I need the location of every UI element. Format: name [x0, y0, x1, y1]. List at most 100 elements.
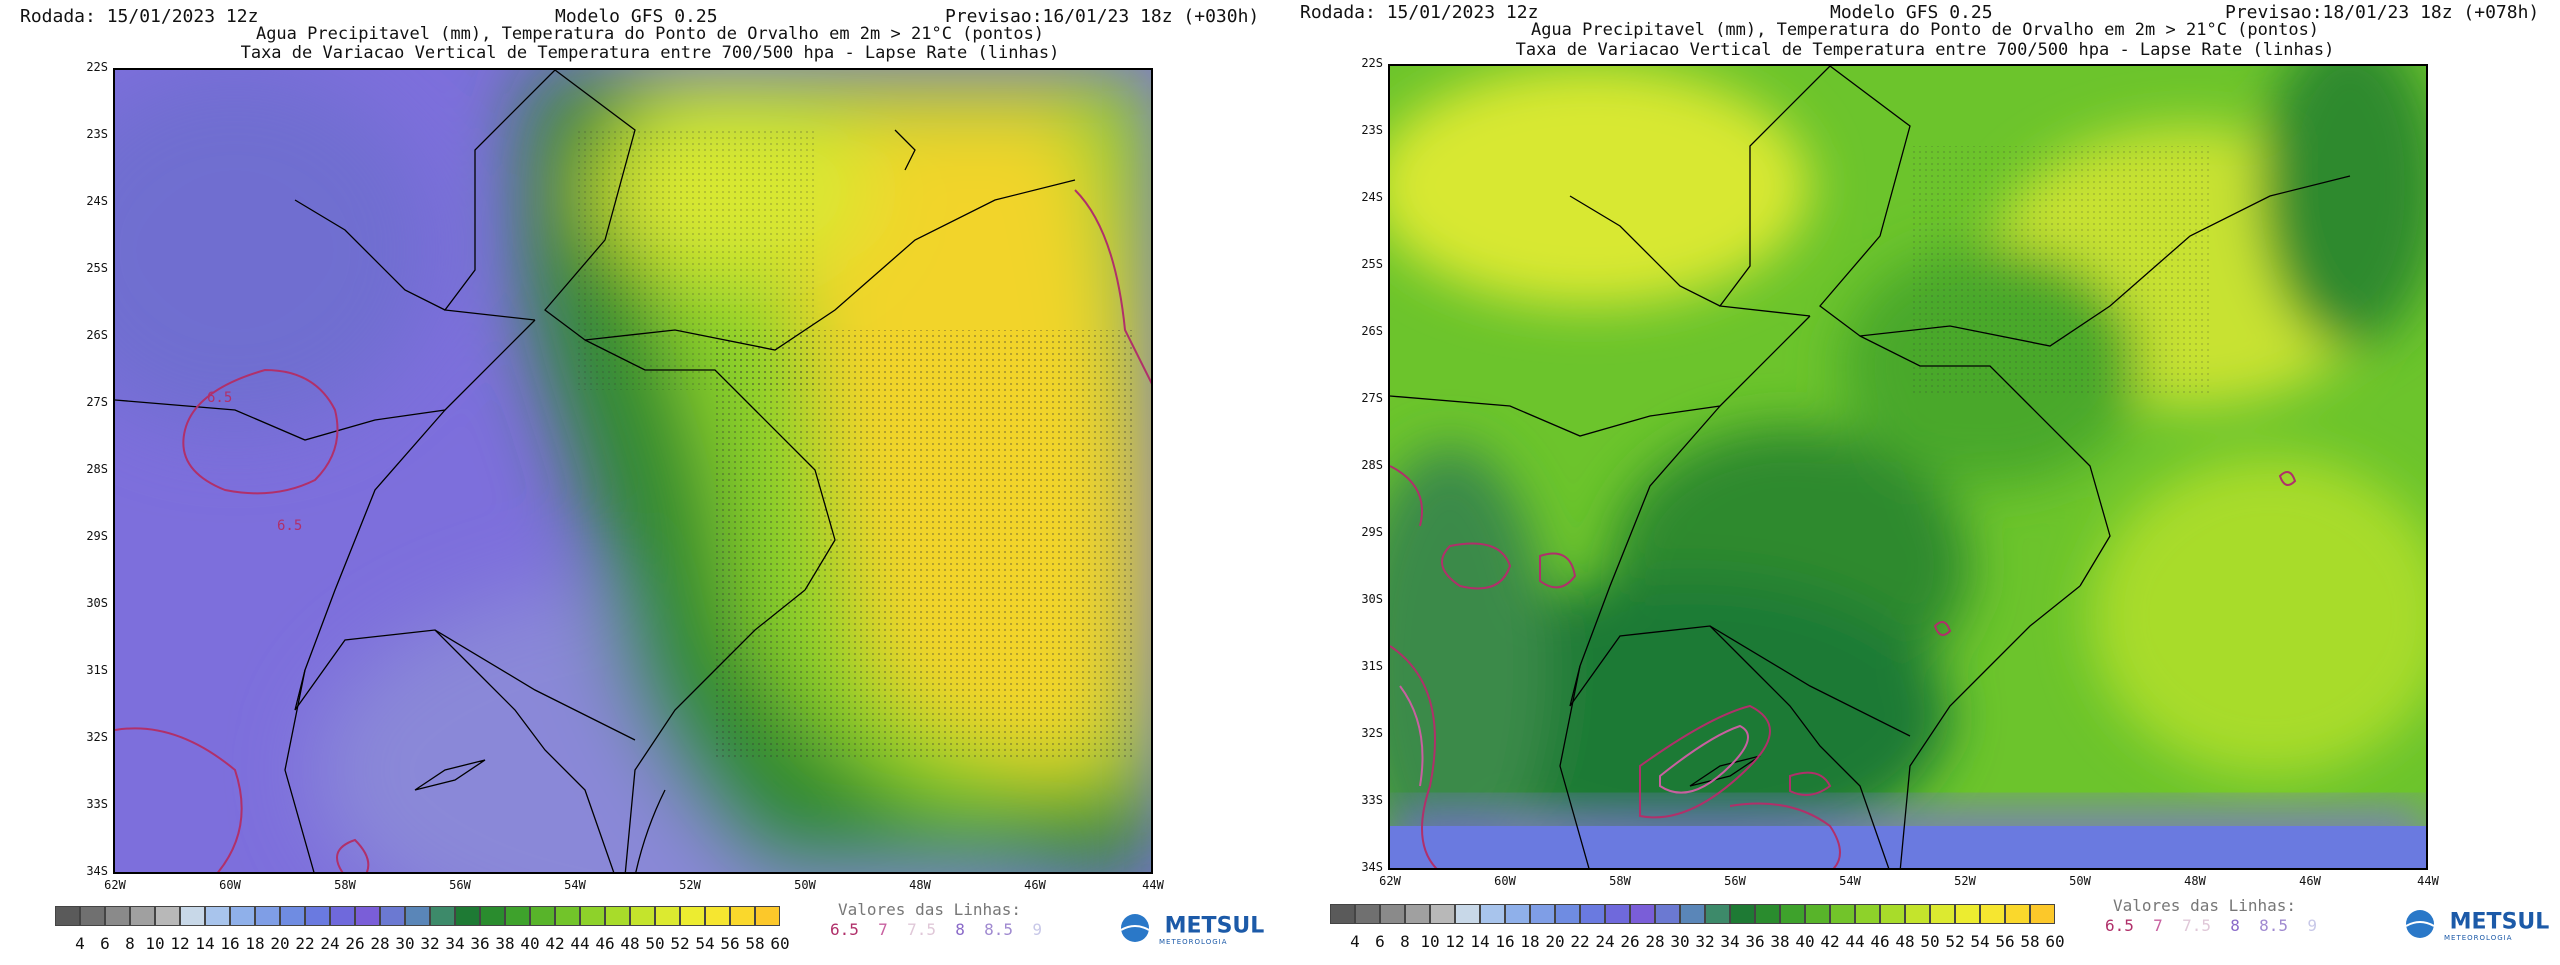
scale-label: 56 — [1995, 932, 2015, 951]
lat-label: 26S — [86, 328, 108, 342]
line-values: 6.5 7 7.5 8 8.5 9 — [2105, 916, 2317, 935]
scale-swatch — [1730, 904, 1755, 924]
lon-label: 46W — [2299, 874, 2321, 888]
scale-swatch — [1330, 904, 1355, 924]
scale-label: 18 — [1520, 932, 1540, 951]
scale-swatch — [1630, 904, 1655, 924]
scale-swatch — [230, 906, 255, 926]
lat-label: 22S — [86, 60, 108, 74]
scale-label: 10 — [1420, 932, 1440, 951]
scale-swatch — [2030, 904, 2055, 924]
scale-swatch — [1480, 904, 1505, 924]
rodada-label: Rodada: 15/01/2023 12z — [1300, 2, 1539, 23]
line-value: 9 — [1032, 920, 1042, 939]
subtitle-line-1: Agua Precipitavel (mm), Temperatura do P… — [255, 24, 1045, 44]
scale-swatch — [380, 906, 405, 926]
scale-swatch — [1505, 904, 1530, 924]
lat-label: 28S — [86, 462, 108, 476]
scale-swatch — [1605, 904, 1630, 924]
scale-swatch — [455, 906, 480, 926]
scale-label: 4 — [1350, 932, 1360, 951]
globe-icon — [2405, 910, 2435, 938]
metsul-logo: METSUL METEOROLOGIA — [1115, 912, 1264, 946]
scale-label: 52 — [670, 934, 690, 953]
forecast-panel-2: Rodada: 15/01/2023 12z Modelo GFS 0.25 P… — [1290, 0, 2560, 965]
scale-label: 6 — [100, 934, 110, 953]
scale-swatch — [1580, 904, 1605, 924]
scale-swatch — [655, 906, 680, 926]
lon-label: 58W — [334, 878, 356, 892]
lon-label: 52W — [1954, 874, 1976, 888]
scale-label: 52 — [1945, 932, 1965, 951]
subtitle-line-1: Agua Precipitavel (mm), Temperatura do P… — [1530, 20, 2320, 40]
scale-swatch — [1680, 904, 1705, 924]
lat-label: 24S — [86, 194, 108, 208]
line-value: 7.5 — [907, 920, 936, 939]
line-values-title: Valores das Linhas: — [2113, 896, 2297, 915]
scale-label: 30 — [1670, 932, 1690, 951]
lon-label: 62W — [1379, 874, 1401, 888]
lon-label: 56W — [449, 878, 471, 892]
scale-swatch — [630, 906, 655, 926]
scale-label: 42 — [1820, 932, 1840, 951]
line-value: 8 — [2230, 916, 2240, 935]
scale-swatch — [430, 906, 455, 926]
scale-swatch — [1755, 904, 1780, 924]
scale-label: 8 — [125, 934, 135, 953]
lat-label: 33S — [1361, 793, 1383, 807]
scale-label: 46 — [1870, 932, 1890, 951]
scale-swatch — [80, 906, 105, 926]
lon-label: 54W — [564, 878, 586, 892]
scale-swatch — [1455, 904, 1480, 924]
line-value: 7.5 — [2182, 916, 2211, 935]
subtitle-line-2: Taxa de Variacao Vertical de Temperatura… — [240, 43, 1060, 63]
line-value: 7 — [878, 920, 888, 939]
lon-label: 56W — [1724, 874, 1746, 888]
lon-label: 44W — [1142, 878, 1164, 892]
scale-label: 40 — [1795, 932, 1815, 951]
scale-swatch — [1355, 904, 1380, 924]
rodada-label: Rodada: 15/01/2023 12z — [20, 6, 259, 27]
line-value: 6.5 — [830, 920, 859, 939]
scale-label: 34 — [1720, 932, 1740, 951]
lat-label: 30S — [86, 596, 108, 610]
scale-label: 44 — [570, 934, 590, 953]
lat-label: 29S — [1361, 525, 1383, 539]
lon-label: 52W — [679, 878, 701, 892]
lon-label: 54W — [1839, 874, 1861, 888]
lat-label: 27S — [86, 395, 108, 409]
scale-label: 28 — [370, 934, 390, 953]
lon-label: 48W — [909, 878, 931, 892]
line-value: 8.5 — [984, 920, 1014, 939]
scale-swatch — [205, 906, 230, 926]
scale-label: 54 — [1970, 932, 1990, 951]
scale-swatch — [1930, 904, 1955, 924]
scale-label: 10 — [145, 934, 165, 953]
scale-label: 14 — [195, 934, 215, 953]
scale-swatch — [1655, 904, 1680, 924]
scale-swatch — [130, 906, 155, 926]
scale-label: 58 — [745, 934, 765, 953]
lon-label: 60W — [219, 878, 241, 892]
lon-label: 46W — [1024, 878, 1046, 892]
line-value: 8 — [955, 920, 965, 939]
scale-swatch — [1530, 904, 1555, 924]
lat-label: 25S — [1361, 257, 1383, 271]
scale-label: 16 — [220, 934, 240, 953]
scale-label: 60 — [770, 934, 790, 953]
scale-label: 24 — [1595, 932, 1615, 951]
line-value: 6.5 — [2105, 916, 2134, 935]
scale-swatch — [1405, 904, 1430, 924]
scale-swatch — [405, 906, 430, 926]
scale-swatch — [1780, 904, 1805, 924]
previsao-label: Previsao:18/01/23 18z (+078h) — [2225, 2, 2540, 23]
scale-label: 24 — [320, 934, 340, 953]
lat-label: 23S — [86, 127, 108, 141]
scale-swatch — [480, 906, 505, 926]
scale-label: 26 — [345, 934, 365, 953]
scale-swatch — [530, 906, 555, 926]
contour-label: 6.5 — [207, 390, 232, 406]
logo-name: METSUL — [1164, 913, 1265, 939]
scale-label: 22 — [1570, 932, 1590, 951]
scale-label: 44 — [1845, 932, 1865, 951]
